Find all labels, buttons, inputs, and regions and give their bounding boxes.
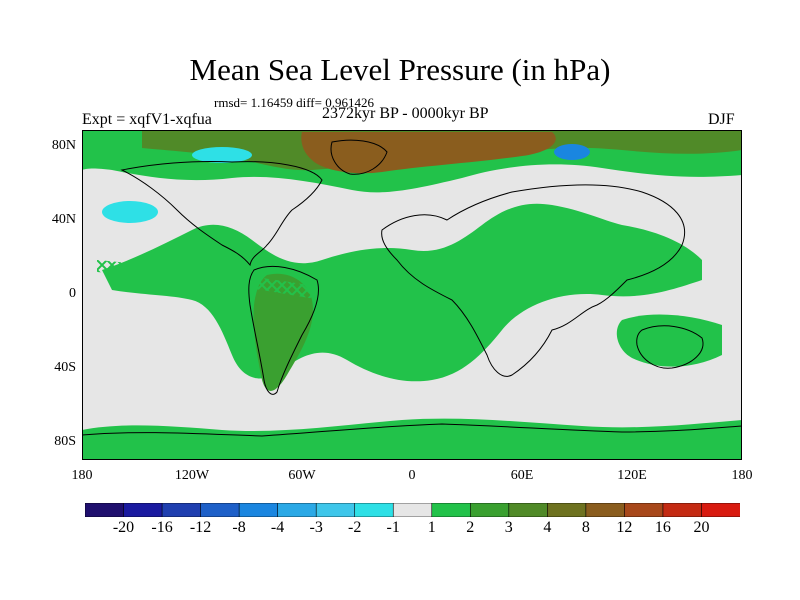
colorbar-label: -1 xyxy=(386,519,400,536)
colorbar-swatch xyxy=(200,503,240,517)
pressure-map xyxy=(82,130,742,460)
y-tick-40n: 40N xyxy=(51,212,76,227)
map-frame xyxy=(82,130,742,460)
antarctic-band xyxy=(82,418,742,460)
x-tick-180e: 180 xyxy=(731,468,753,483)
y-tick-40s: 40S xyxy=(54,360,76,375)
colorbar-swatch xyxy=(624,503,664,517)
pacific-low-patch xyxy=(102,201,158,223)
colorbar-swatch xyxy=(123,503,163,517)
colorbar-swatch xyxy=(315,503,356,517)
colorbar-label: 8 xyxy=(581,519,590,536)
pressure-field xyxy=(82,130,742,460)
y-tick-80n: 80N xyxy=(51,138,76,153)
colorbar-label: 16 xyxy=(654,519,671,536)
stipple-band xyxy=(97,260,552,311)
x-tick-120e: 120E xyxy=(617,468,647,483)
colorbar-swatch xyxy=(662,503,703,517)
colorbar-swatch xyxy=(161,503,202,517)
coastlines xyxy=(82,139,742,437)
colorbar-swatch xyxy=(85,503,125,517)
antarctica-coast xyxy=(82,423,742,437)
colorbar-label: -16 xyxy=(151,519,173,536)
y-tick-0: 0 xyxy=(69,286,76,301)
australia-coast xyxy=(636,325,704,369)
y-tick-80s: 80S xyxy=(54,434,76,449)
greenland-coast xyxy=(330,139,388,175)
page-title: Mean Sea Level Pressure (in hPa) xyxy=(189,52,611,87)
colorbar-label: 12 xyxy=(616,519,633,536)
colorbar-swatch xyxy=(238,503,279,517)
colorbar-swatch xyxy=(547,503,587,517)
colorbar-swatch xyxy=(431,503,471,517)
season-label: DJF xyxy=(708,111,735,128)
colorbar-label: -12 xyxy=(189,519,212,536)
colorbar-label: -4 xyxy=(270,519,285,536)
colorbar-swatch xyxy=(508,503,548,517)
colorbar-swatch xyxy=(392,503,433,517)
colorbar-swatch xyxy=(277,503,317,517)
x-tick-60w: 60W xyxy=(288,468,316,483)
colorbar-swatch xyxy=(585,503,626,517)
colorbar-label: -20 xyxy=(112,519,135,536)
experiment-label: Expt = xqfV1-xqfua xyxy=(82,111,212,128)
colorbar-label: 20 xyxy=(693,519,710,536)
arctic-brown-high xyxy=(301,132,556,174)
colorbar-label: 2 xyxy=(466,519,475,536)
africa-eurasia-coast xyxy=(381,184,686,377)
stats-label: rmsd= 1.16459 diff= 0.961426 xyxy=(214,95,374,110)
tropical-atlantic-band xyxy=(102,203,702,382)
colorbar-label: -3 xyxy=(309,519,323,536)
colorbar-label: -8 xyxy=(232,519,246,536)
colorbar-label: 3 xyxy=(504,519,513,536)
south-america-coast xyxy=(248,265,319,395)
colorbar xyxy=(85,503,740,517)
north-america-coast xyxy=(120,160,323,267)
colorbar-label: 1 xyxy=(427,519,436,536)
south-america-high xyxy=(253,273,313,391)
colorbar-swatch xyxy=(469,503,510,517)
x-tick-0: 0 xyxy=(408,468,416,483)
colorbar-label: 4 xyxy=(543,519,552,536)
colorbar-label: -2 xyxy=(348,519,362,536)
arctic-low-patch-east xyxy=(554,144,590,160)
x-tick-120w: 120W xyxy=(174,468,210,483)
colorbar-swatch xyxy=(701,503,740,517)
x-tick-60e: 60E xyxy=(510,468,534,483)
x-tick-180w: 180 xyxy=(71,468,93,483)
arctic-low-patch-west xyxy=(192,147,252,163)
period-label: 2372kyr BP - 0000kyr BP xyxy=(322,105,489,122)
colorbar-swatch xyxy=(354,503,394,517)
australia-band xyxy=(616,314,722,367)
